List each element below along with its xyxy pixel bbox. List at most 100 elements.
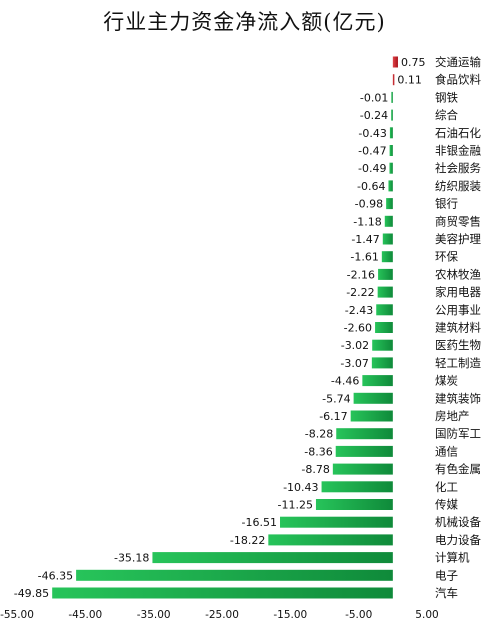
bar bbox=[377, 286, 393, 298]
bar-value-label: -2.60 bbox=[344, 322, 372, 335]
category-label: 银行 bbox=[435, 197, 458, 211]
bar-value-label: -1.61 bbox=[350, 251, 378, 264]
category-label: 电子 bbox=[435, 568, 458, 582]
bar bbox=[378, 268, 393, 280]
bar bbox=[384, 215, 393, 227]
bar bbox=[389, 127, 393, 139]
category-label: 综合 bbox=[435, 108, 458, 122]
bar-value-label: -16.51 bbox=[242, 516, 277, 529]
x-tick-label: -55.00 bbox=[0, 609, 34, 621]
category-label: 计算机 bbox=[435, 551, 470, 565]
x-tick-label: -35.00 bbox=[137, 609, 171, 621]
bar bbox=[392, 56, 398, 68]
bar bbox=[315, 499, 393, 510]
bar bbox=[376, 304, 393, 316]
bar bbox=[388, 180, 393, 192]
bar bbox=[392, 74, 395, 86]
x-tick-label: -15.00 bbox=[273, 609, 307, 621]
bar bbox=[391, 91, 393, 103]
bar bbox=[389, 162, 393, 174]
category-label: 环保 bbox=[435, 250, 458, 264]
category-label: 非银金融 bbox=[435, 144, 481, 158]
category-label: 化工 bbox=[435, 480, 458, 494]
category-label: 家用电器 bbox=[435, 285, 481, 299]
bar-value-label: -8.28 bbox=[305, 428, 333, 441]
bar-value-label: -46.35 bbox=[38, 569, 73, 582]
category-label: 建筑材料 bbox=[435, 321, 481, 335]
bar-value-label: -0.24 bbox=[360, 109, 388, 122]
category-label: 电力设备 bbox=[435, 533, 481, 547]
category-label: 煤炭 bbox=[435, 374, 458, 388]
chart-title: 行业主力资金净流入额(亿元) bbox=[103, 10, 386, 34]
bar-value-label: -18.22 bbox=[230, 534, 265, 547]
bar bbox=[350, 410, 393, 422]
bar-value-label: 0.11 bbox=[397, 74, 422, 87]
x-tick-label: -25.00 bbox=[205, 609, 239, 621]
bar bbox=[332, 463, 393, 475]
bar-value-label: -8.36 bbox=[304, 445, 332, 458]
bar bbox=[353, 392, 393, 404]
bar-value-label: -8.78 bbox=[301, 463, 329, 476]
bar bbox=[371, 357, 393, 369]
bar-value-label: -2.22 bbox=[346, 286, 374, 299]
bar-value-label: -5.74 bbox=[322, 392, 350, 405]
bar bbox=[381, 251, 393, 263]
category-label: 石油石化 bbox=[435, 126, 481, 140]
bar-value-label: -1.18 bbox=[353, 215, 381, 228]
category-label: 传媒 bbox=[435, 498, 458, 512]
category-label: 有色金属 bbox=[435, 462, 481, 476]
bar-value-label: -4.46 bbox=[331, 375, 359, 388]
category-label: 纺织服装 bbox=[435, 179, 481, 193]
bar-value-label: -0.98 bbox=[355, 198, 383, 211]
bar-value-label: -2.43 bbox=[345, 304, 373, 317]
category-label: 交通运输 bbox=[435, 55, 481, 69]
bar bbox=[372, 339, 393, 351]
bar bbox=[321, 481, 393, 493]
bar bbox=[386, 198, 393, 210]
bar-value-label: -0.64 bbox=[357, 180, 385, 193]
bar bbox=[268, 534, 393, 546]
bar bbox=[389, 145, 393, 156]
bar bbox=[382, 233, 393, 245]
x-tick-label: 5.00 bbox=[415, 609, 438, 621]
bar bbox=[152, 552, 393, 564]
bar-value-label: -3.02 bbox=[341, 339, 369, 352]
bar bbox=[362, 375, 393, 387]
category-label: 医药生物 bbox=[435, 338, 481, 352]
category-label: 商贸零售 bbox=[435, 214, 481, 228]
category-label: 机械设备 bbox=[435, 515, 481, 529]
category-label: 公用事业 bbox=[435, 303, 481, 317]
bar-value-label: -2.16 bbox=[347, 268, 375, 281]
category-label: 食品饮料 bbox=[435, 73, 481, 87]
bar-value-label: -11.25 bbox=[277, 499, 312, 512]
category-label: 轻工制造 bbox=[435, 356, 481, 370]
bar bbox=[76, 569, 393, 581]
bar-value-label: -6.17 bbox=[319, 410, 347, 423]
bar-value-label: -1.47 bbox=[351, 233, 379, 246]
bar-value-label: -49.85 bbox=[14, 587, 49, 600]
bar-value-label: -0.43 bbox=[358, 127, 386, 140]
category-label: 农林牧渔 bbox=[435, 267, 481, 281]
category-label: 建筑装饰 bbox=[435, 391, 481, 405]
category-label: 社会服务 bbox=[435, 161, 481, 175]
bar bbox=[335, 445, 393, 457]
bar-value-label: -0.49 bbox=[358, 162, 386, 175]
bar-value-label: -3.07 bbox=[340, 357, 368, 370]
bar bbox=[280, 516, 393, 528]
category-label: 钢铁 bbox=[435, 90, 458, 104]
bar bbox=[391, 109, 393, 121]
bar-value-label: -0.01 bbox=[360, 91, 388, 104]
category-label: 汽车 bbox=[435, 586, 458, 600]
category-label: 通信 bbox=[435, 444, 458, 458]
bar bbox=[375, 322, 393, 333]
x-tick-label: -5.00 bbox=[345, 609, 372, 621]
x-tick-label: -45.00 bbox=[68, 609, 102, 621]
bar-value-label: -35.18 bbox=[114, 552, 149, 565]
bar bbox=[52, 587, 393, 599]
category-label: 美容护理 bbox=[435, 232, 481, 246]
category-label: 国防军工 bbox=[435, 427, 481, 441]
category-label: 房地产 bbox=[435, 409, 470, 423]
bar bbox=[336, 428, 393, 440]
bar-value-label: -10.43 bbox=[283, 481, 318, 494]
